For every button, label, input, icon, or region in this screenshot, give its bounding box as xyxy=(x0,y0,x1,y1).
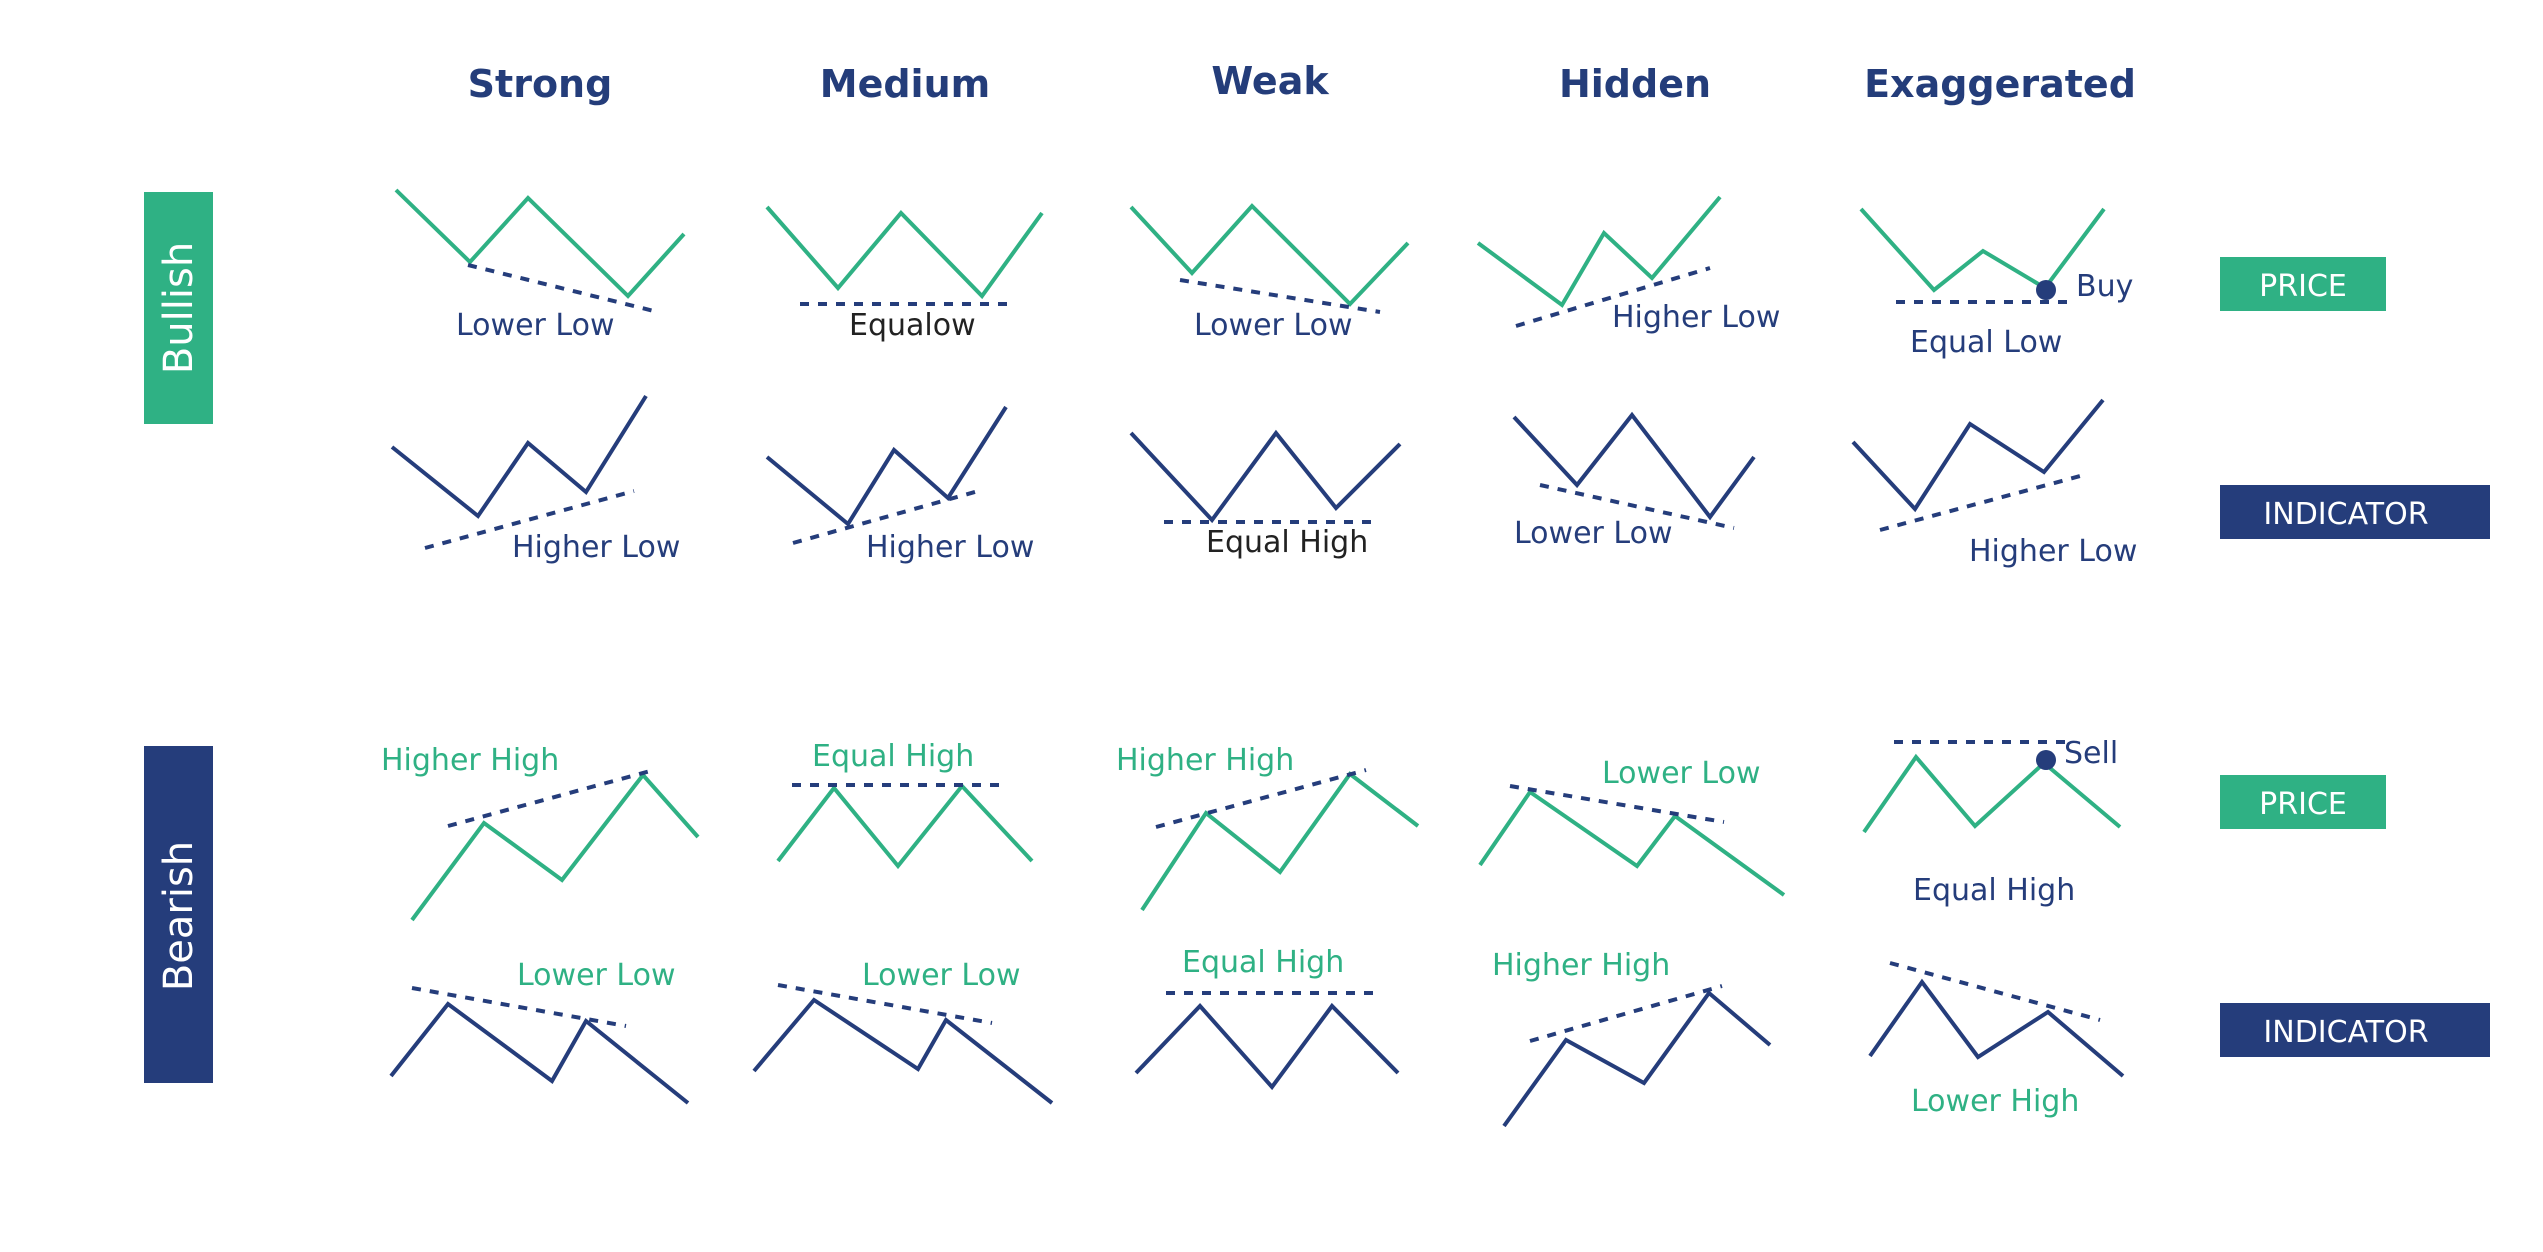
price-line xyxy=(1478,789,1786,897)
divergence-label: Lower Low xyxy=(517,958,675,993)
price-line xyxy=(1859,207,2106,293)
price-line xyxy=(394,188,686,299)
trend-line xyxy=(467,263,659,314)
divergence-label: Equal High xyxy=(1206,525,1368,560)
bull-ind-hidden: Lower Low xyxy=(1512,411,1756,551)
bear-indicator-badge xyxy=(2220,1003,2490,1057)
divergence-label: Lower Low xyxy=(456,308,614,343)
divergence-label: Lower Low xyxy=(1514,516,1672,551)
divergence-label: Higher Low xyxy=(512,530,680,565)
bull-price-medium: Equalow xyxy=(765,205,1044,343)
divergence-label: Higher High xyxy=(1116,743,1294,778)
bear-indicator-badge-label: INDICATOR xyxy=(2263,1015,2428,1050)
indicator-line xyxy=(1129,429,1402,524)
trend-line xyxy=(1509,784,1725,824)
bull-ind-strong: Higher Low xyxy=(390,394,680,565)
trend-line xyxy=(424,489,635,550)
trend-line xyxy=(1179,278,1381,314)
bear-price-badge-label: PRICE xyxy=(2259,787,2347,822)
column-header-hidden: Hidden xyxy=(1559,62,1711,106)
bearish-tag-label: Bearish xyxy=(156,841,202,991)
trend-line xyxy=(1155,768,1367,829)
indicator-line xyxy=(752,997,1054,1105)
divergence-label: Lower Low xyxy=(862,958,1020,993)
bull-price-strong: Lower Low xyxy=(394,188,686,343)
price-line xyxy=(765,205,1044,300)
column-header-weak: Weak xyxy=(1211,59,1329,103)
bear-price-medium: Equal High xyxy=(776,739,1034,870)
divergence-label: Equal High xyxy=(812,739,974,774)
trend-line xyxy=(411,986,627,1028)
divergence-label: Lower High xyxy=(1911,1084,2079,1119)
bear-ind-strong: Lower Low xyxy=(389,958,690,1105)
indicator-line xyxy=(1134,1002,1400,1091)
price-line xyxy=(1862,753,2122,834)
column-header-medium: Medium xyxy=(820,62,990,106)
trend-line xyxy=(1539,483,1735,530)
divergence-label: Lower Low xyxy=(1194,308,1352,343)
bull-indicator-badge-label: INDICATOR xyxy=(2263,497,2428,532)
indicator-line xyxy=(1851,398,2105,513)
divergence-label: Equalow xyxy=(849,308,976,343)
bull-price-hidden: Higher Low xyxy=(1476,195,1780,335)
divergence-label: Higher Low xyxy=(866,530,1034,565)
price-line xyxy=(1129,203,1410,307)
indicator-line xyxy=(390,394,648,519)
divergence-label: Equal Low xyxy=(1910,325,2062,360)
bullish-tag-label: Bullish xyxy=(156,242,202,374)
divergence-label: Equal High xyxy=(1913,873,2075,908)
buy-signal-label: Buy xyxy=(2076,269,2133,304)
divergence-label: Lower Low xyxy=(1602,756,1760,791)
divergence-label: Equal High xyxy=(1182,945,1344,980)
divergence-label: Higher High xyxy=(381,743,559,778)
column-header-exaggerated: Exaggerated xyxy=(1864,62,2136,106)
bear-ind-weak: Equal High xyxy=(1134,945,1400,1091)
bear-ind-exaggerated: Lower High xyxy=(1868,961,2125,1119)
bear-price-exaggerated: Sell Equal High xyxy=(1862,736,2122,908)
bearish-tag xyxy=(144,746,213,1083)
divergence-label: Higher Low xyxy=(1612,300,1780,335)
trend-line xyxy=(1889,961,2101,1022)
bull-price-exaggerated: Buy Equal Low xyxy=(1859,207,2133,360)
price-line xyxy=(1476,195,1722,308)
trend-line xyxy=(1515,266,1711,328)
bear-price-weak: Higher High xyxy=(1116,743,1420,912)
indicator-line xyxy=(1512,411,1756,521)
price-line xyxy=(410,771,700,922)
bullish-tag xyxy=(144,192,213,424)
indicator-line xyxy=(765,405,1008,528)
price-line xyxy=(1140,771,1420,912)
bull-indicator-badge xyxy=(2220,485,2490,539)
indicator-line xyxy=(1502,990,1772,1128)
bear-price-hidden: Lower Low xyxy=(1478,756,1786,897)
bear-price-badge xyxy=(2220,775,2386,829)
buy-signal-dot xyxy=(2036,280,2056,300)
price-line xyxy=(776,782,1034,870)
trend-line xyxy=(792,488,983,545)
sell-signal-dot xyxy=(2036,750,2056,770)
divergence-label: Higher Low xyxy=(1969,534,2137,569)
indicator-line xyxy=(1868,978,2125,1078)
bear-price-strong: Higher High xyxy=(381,743,700,922)
bear-ind-medium: Lower Low xyxy=(752,958,1054,1105)
bull-price-badge-label: PRICE xyxy=(2259,269,2347,304)
sell-signal-label: Sell xyxy=(2064,736,2118,771)
bull-price-weak: Lower Low xyxy=(1129,203,1410,343)
column-header-strong: Strong xyxy=(468,62,613,106)
bull-price-badge xyxy=(2220,257,2386,311)
trend-line xyxy=(1529,984,1723,1043)
trend-line xyxy=(777,983,993,1025)
bull-ind-weak: Equal High xyxy=(1129,429,1402,560)
divergence-label: Higher High xyxy=(1492,948,1670,983)
bull-ind-medium: Higher Low xyxy=(765,405,1034,565)
bear-ind-hidden: Higher High xyxy=(1492,948,1772,1128)
bull-ind-exaggerated: Higher Low xyxy=(1851,398,2137,569)
indicator-line xyxy=(389,1001,690,1105)
